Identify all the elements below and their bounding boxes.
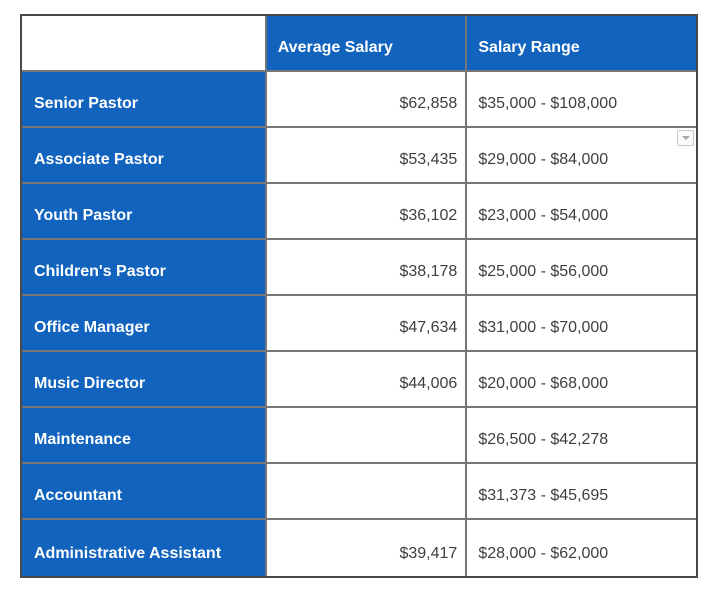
salary-table: Average Salary Salary Range Senior Pasto… bbox=[20, 14, 698, 578]
average-salary-cell bbox=[266, 464, 468, 520]
row-label-cell: Accountant bbox=[22, 464, 267, 520]
corner-cell bbox=[22, 16, 267, 72]
salary-range-cell: $20,000 - $68,000 bbox=[467, 352, 696, 408]
average-salary-cell: $38,178 bbox=[266, 240, 468, 296]
salary-range-cell: $31,373 - $45,695 bbox=[467, 464, 696, 520]
table-row: Accountant $31,373 - $45,695 bbox=[22, 464, 696, 520]
table-row: Youth Pastor $36,102 $23,000 - $54,000 bbox=[22, 184, 696, 240]
salary-range-cell: $35,000 - $108,000 bbox=[467, 72, 696, 128]
table-row: Senior Pastor $62,858 $35,000 - $108,000 bbox=[22, 72, 696, 128]
table-row: Children's Pastor $38,178 $25,000 - $56,… bbox=[22, 240, 696, 296]
row-label-cell: Youth Pastor bbox=[22, 184, 267, 240]
row-label-cell: Maintenance bbox=[22, 408, 267, 464]
row-label-cell: Associate Pastor bbox=[22, 128, 267, 184]
average-salary-cell bbox=[266, 408, 468, 464]
salary-range-cell: $28,000 - $62,000 bbox=[467, 520, 696, 576]
header-row: Average Salary Salary Range bbox=[22, 16, 696, 72]
salary-range-cell: $31,000 - $70,000 bbox=[467, 296, 696, 352]
column-header-average-salary: Average Salary bbox=[266, 16, 468, 72]
salary-range-cell: $26,500 - $42,278 bbox=[467, 408, 696, 464]
salary-range-cell: $23,000 - $54,000 bbox=[467, 184, 696, 240]
salary-range-cell: $25,000 - $56,000 bbox=[467, 240, 696, 296]
average-salary-cell: $44,006 bbox=[266, 352, 468, 408]
row-label-cell: Music Director bbox=[22, 352, 267, 408]
table-row: Office Manager $47,634 $31,000 - $70,000 bbox=[22, 296, 696, 352]
table-row: Administrative Assistant $39,417 $28,000… bbox=[22, 520, 696, 576]
row-label-cell: Administrative Assistant bbox=[22, 520, 267, 576]
average-salary-cell: $36,102 bbox=[266, 184, 468, 240]
table-row: Music Director $44,006 $20,000 - $68,000 bbox=[22, 352, 696, 408]
dropdown-button[interactable] bbox=[677, 130, 694, 146]
row-label-cell: Senior Pastor bbox=[22, 72, 267, 128]
table-row: Maintenance $26,500 - $42,278 bbox=[22, 408, 696, 464]
average-salary-cell: $47,634 bbox=[266, 296, 468, 352]
average-salary-cell: $53,435 bbox=[266, 128, 468, 184]
row-label-cell: Children's Pastor bbox=[22, 240, 267, 296]
row-label-cell: Office Manager bbox=[22, 296, 267, 352]
average-salary-cell: $62,858 bbox=[266, 72, 468, 128]
chevron-down-icon bbox=[681, 136, 690, 140]
column-header-salary-range: Salary Range bbox=[467, 16, 696, 72]
table-row: Associate Pastor $53,435 $29,000 - $84,0… bbox=[22, 128, 696, 184]
salary-range-cell: $29,000 - $84,000 bbox=[467, 128, 696, 184]
average-salary-cell: $39,417 bbox=[266, 520, 468, 576]
